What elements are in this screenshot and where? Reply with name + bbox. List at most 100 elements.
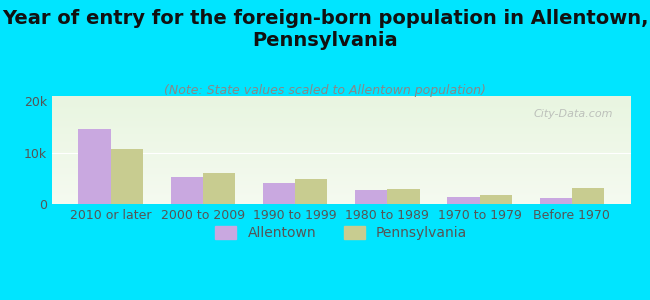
Bar [52, 153, 630, 154]
Bar [52, 166, 630, 167]
Bar [52, 133, 630, 134]
Bar [52, 172, 630, 173]
Bar [52, 100, 630, 101]
Text: (Note: State values scaled to Allentown population): (Note: State values scaled to Allentown … [164, 84, 486, 97]
Bar [203, 173, 235, 204]
Bar [52, 178, 630, 179]
Bar [572, 188, 604, 204]
Text: Year of entry for the foreign-born population in Allentown,
Pennsylvania: Year of entry for the foreign-born popul… [2, 9, 648, 50]
Bar [52, 139, 630, 140]
Bar [52, 118, 630, 119]
Text: City-Data.com: City-Data.com [534, 109, 613, 119]
Bar [52, 192, 630, 193]
Bar [52, 164, 630, 165]
Bar [52, 111, 630, 112]
Bar [52, 101, 630, 103]
Bar [52, 189, 630, 190]
Bar [52, 160, 630, 161]
Bar [52, 173, 630, 174]
Bar [52, 161, 630, 162]
Bar [52, 106, 630, 107]
Bar [52, 182, 630, 184]
Bar [52, 148, 630, 149]
Bar [540, 198, 572, 204]
Bar [52, 147, 630, 148]
Bar [170, 177, 203, 204]
Bar [52, 203, 630, 204]
Bar [52, 167, 630, 168]
Bar [52, 162, 630, 163]
Bar [52, 193, 630, 194]
Bar [52, 143, 630, 145]
Bar [52, 103, 630, 105]
Bar [52, 165, 630, 166]
Bar [52, 184, 630, 186]
Bar [52, 112, 630, 113]
Bar [295, 179, 328, 204]
Legend: Allentown, Pennsylvania: Allentown, Pennsylvania [210, 220, 473, 246]
Bar [52, 120, 630, 121]
Bar [52, 98, 630, 99]
Bar [52, 202, 630, 203]
Bar [52, 163, 630, 164]
Bar [52, 199, 630, 200]
Bar [52, 154, 630, 155]
Bar [52, 124, 630, 125]
Bar [447, 197, 480, 204]
Bar [52, 121, 630, 122]
Bar [52, 140, 630, 141]
Bar [52, 116, 630, 118]
Bar [52, 96, 630, 97]
Bar [52, 122, 630, 123]
Bar [52, 150, 630, 151]
Bar [52, 130, 630, 132]
Bar [52, 99, 630, 100]
Bar [52, 188, 630, 189]
Bar [52, 146, 630, 147]
Bar [52, 201, 630, 202]
Bar [52, 180, 630, 181]
Bar [52, 97, 630, 98]
Bar [52, 138, 630, 139]
Bar [52, 114, 630, 116]
Bar [52, 109, 630, 110]
Bar [52, 125, 630, 126]
Bar [52, 169, 630, 170]
Bar [78, 129, 111, 204]
Bar [52, 137, 630, 138]
Bar [355, 190, 387, 204]
Bar [52, 135, 630, 136]
Bar [52, 132, 630, 133]
Bar [52, 187, 630, 188]
Bar [52, 155, 630, 157]
Bar [52, 191, 630, 192]
Bar [52, 181, 630, 182]
Bar [52, 157, 630, 158]
Bar [52, 113, 630, 114]
Bar [52, 158, 630, 159]
Bar [52, 123, 630, 124]
Bar [52, 151, 630, 152]
Bar [52, 152, 630, 153]
Bar [52, 186, 630, 187]
Bar [52, 145, 630, 146]
Bar [263, 183, 295, 204]
Bar [111, 149, 143, 204]
Bar [52, 108, 630, 109]
Bar [52, 190, 630, 191]
Bar [52, 176, 630, 177]
Bar [52, 126, 630, 127]
Bar [52, 177, 630, 178]
Bar [52, 197, 630, 199]
Bar [387, 189, 420, 204]
Bar [52, 105, 630, 106]
Bar [52, 107, 630, 108]
Bar [52, 141, 630, 142]
Bar [52, 175, 630, 176]
Bar [52, 110, 630, 111]
Bar [52, 142, 630, 143]
Bar [52, 168, 630, 169]
Bar [52, 200, 630, 201]
Bar [52, 159, 630, 160]
Bar [52, 195, 630, 196]
